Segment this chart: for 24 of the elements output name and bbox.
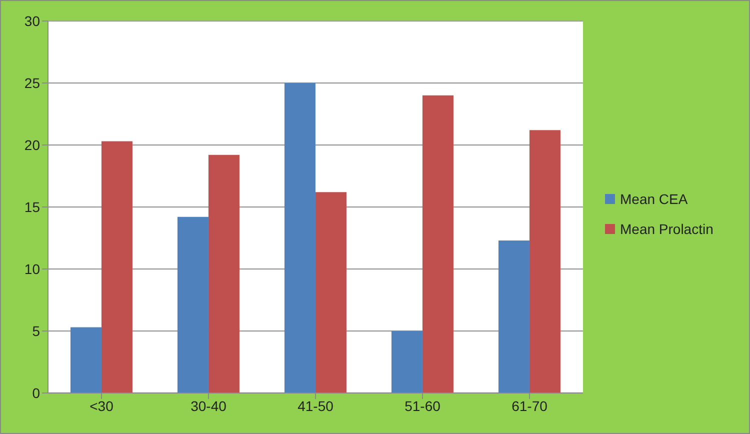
bar bbox=[208, 154, 240, 393]
y-tick-label: 0 bbox=[32, 384, 40, 401]
bar bbox=[422, 95, 454, 393]
bar bbox=[391, 331, 422, 393]
bar bbox=[284, 83, 316, 393]
y-tick-label: 20 bbox=[24, 136, 40, 153]
y-tick-label: 5 bbox=[32, 322, 40, 339]
y-tick-label: 25 bbox=[24, 74, 40, 91]
legend-label: Mean Prolactin bbox=[620, 221, 714, 237]
bar bbox=[70, 327, 102, 393]
x-tick-label: 61-70 bbox=[512, 398, 548, 414]
bar bbox=[177, 216, 208, 393]
x-tick-label: <30 bbox=[90, 398, 114, 414]
y-tick-label: 15 bbox=[24, 198, 40, 215]
bar bbox=[315, 192, 346, 393]
bar bbox=[101, 141, 132, 393]
x-tick-label: 30-40 bbox=[190, 398, 227, 414]
legend-label: Mean CEA bbox=[620, 191, 688, 207]
bar bbox=[529, 130, 560, 393]
x-tick-label: 41-50 bbox=[298, 398, 334, 414]
y-tick-label: 30 bbox=[24, 12, 40, 29]
y-tick-label: 10 bbox=[24, 260, 40, 277]
bar bbox=[498, 240, 530, 393]
x-tick-label: 51-60 bbox=[404, 398, 441, 414]
